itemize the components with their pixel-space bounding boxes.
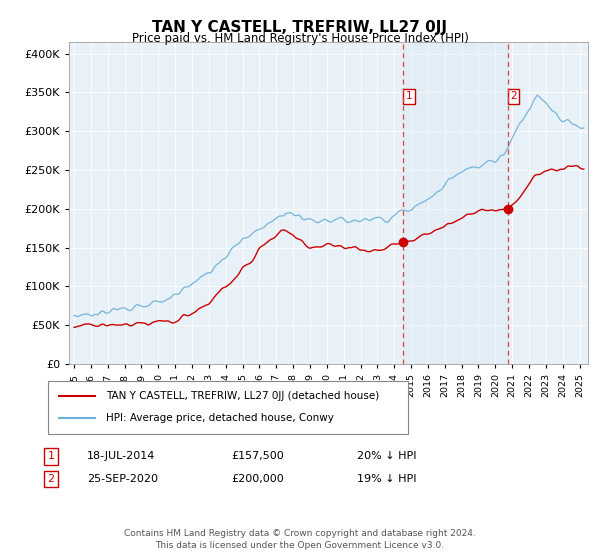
- Bar: [403, 42, 508, 364]
- Text: HPI: Average price, detached house, Conwy: HPI: Average price, detached house, Conw…: [106, 413, 334, 423]
- Text: TAN Y CASTELL, TREFRIW, LL27 0JJ: TAN Y CASTELL, TREFRIW, LL27 0JJ: [152, 20, 448, 35]
- Text: 18-JUL-2014: 18-JUL-2014: [87, 451, 155, 461]
- FancyBboxPatch shape: [48, 381, 408, 434]
- Text: £200,000: £200,000: [231, 474, 284, 484]
- Text: 20% ↓ HPI: 20% ↓ HPI: [357, 451, 416, 461]
- Text: 1: 1: [47, 451, 55, 461]
- Text: Contains HM Land Registry data © Crown copyright and database right 2024.
This d: Contains HM Land Registry data © Crown c…: [124, 529, 476, 550]
- Text: 19% ↓ HPI: 19% ↓ HPI: [357, 474, 416, 484]
- Text: Price paid vs. HM Land Registry's House Price Index (HPI): Price paid vs. HM Land Registry's House …: [131, 32, 469, 45]
- Text: TAN Y CASTELL, TREFRIW, LL27 0JJ (detached house): TAN Y CASTELL, TREFRIW, LL27 0JJ (detach…: [106, 391, 379, 401]
- Text: 2: 2: [47, 474, 55, 484]
- Text: 2: 2: [510, 91, 517, 101]
- Text: 25-SEP-2020: 25-SEP-2020: [87, 474, 158, 484]
- Text: £157,500: £157,500: [231, 451, 284, 461]
- Text: 1: 1: [406, 91, 412, 101]
